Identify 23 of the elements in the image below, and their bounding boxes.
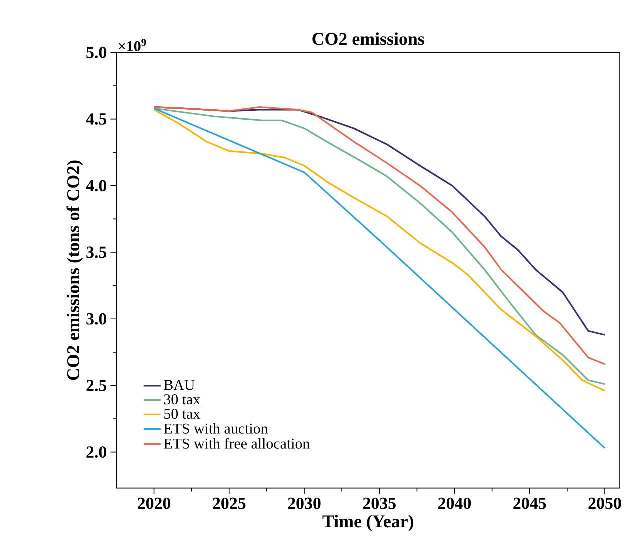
y-tick-label: 2.0 — [86, 446, 107, 458]
y-axis-title: CO2 emissions (tons of CO2) — [66, 160, 84, 380]
x-tick-label: 2025 — [213, 498, 246, 510]
x-tick-label: 2045 — [514, 498, 546, 510]
x-tick-label: 2050 — [588, 498, 622, 510]
text: ×10$^{9}$ — [119, 39, 146, 52]
legend-label: ETS with free allocation — [164, 438, 310, 449]
y-tick-label: 4.5 — [86, 114, 107, 125]
y-tick-label: 5.0 — [86, 46, 107, 58]
y-tick-label: 3.0 — [86, 313, 107, 325]
legend-label: 30 tax — [164, 394, 200, 405]
y-tick-label: 2.5 — [86, 380, 107, 392]
x-tick-label: 2030 — [288, 498, 321, 510]
chart-title: CO2 emissions — [312, 32, 424, 46]
x-tick-label: 2035 — [363, 498, 396, 510]
legend-label: ETS with auction — [164, 423, 268, 434]
legend-label: BAU — [164, 380, 195, 390]
y-tick-label: 3.5 — [86, 246, 107, 258]
x-axis-title: Time (Year) — [322, 515, 414, 532]
y-tick-label: 4.0 — [86, 180, 107, 192]
x-tick-label: 2040 — [438, 498, 472, 510]
legend-label: 50 tax — [164, 408, 200, 420]
x-tick-label: 2020 — [138, 498, 171, 510]
